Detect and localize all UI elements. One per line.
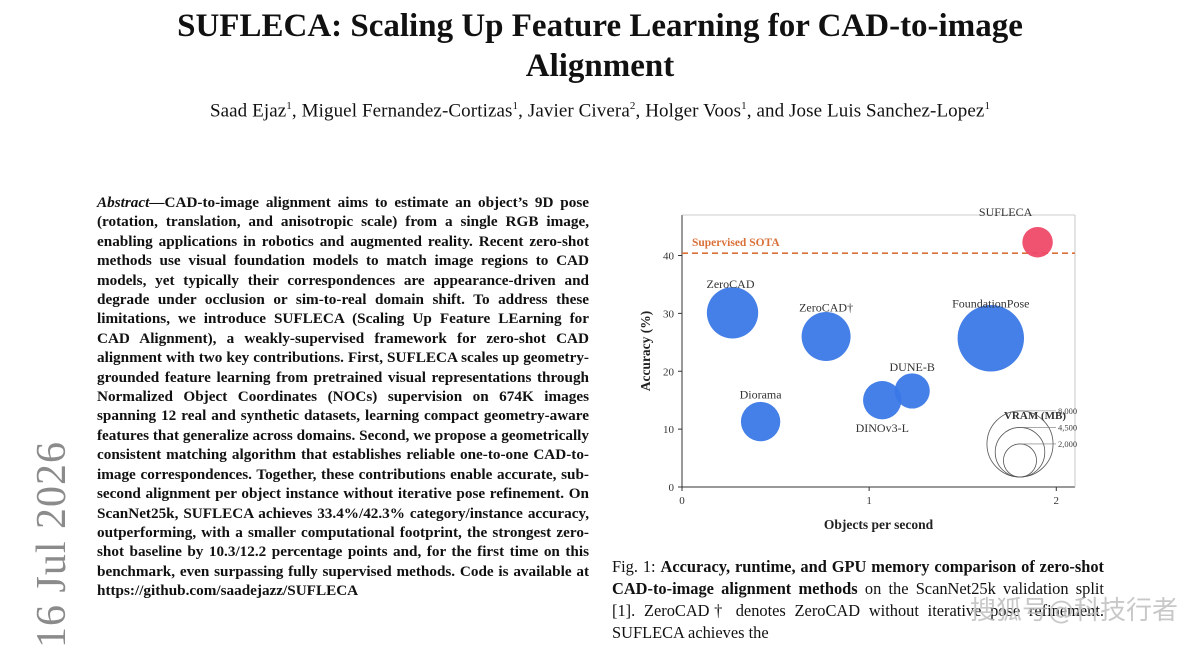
x-axis-title: Objects per second: [824, 517, 934, 532]
point-dinov3-l: [863, 381, 902, 420]
point-sufleca: [1022, 226, 1053, 258]
y-tick-label: 20: [663, 366, 675, 378]
point-zerocad-: [801, 312, 851, 362]
caption-label: Fig. 1:: [612, 557, 656, 576]
point-label-dune-b: DUNE-B: [890, 360, 935, 374]
size-legend-circle: [994, 427, 1046, 478]
paper-title: SUFLECA: Scaling Up Feature Learning for…: [177, 8, 1023, 84]
author-affiliation: 1: [741, 100, 747, 112]
author-name: Javier Civera: [527, 100, 630, 122]
watermark: 搜狐号@科技行者: [969, 596, 1178, 626]
point-label-foundationpose: FoundationPose: [952, 296, 1029, 310]
author-list: Saad Ejaz1, Miguel Fernandez-Cortizas1, …: [209, 100, 991, 122]
point-label-dinov3-l: DINOv3-L: [856, 421, 909, 435]
size-legend-value: 8,000: [1058, 406, 1077, 416]
point-label-zerocad: ZeroCAD: [707, 277, 755, 291]
point-dune-b: [894, 373, 930, 409]
x-tick-label: 0: [679, 495, 685, 507]
y-tick-label: 0: [669, 482, 675, 494]
point-zerocad: [706, 287, 759, 339]
y-tick-label: 40: [663, 251, 675, 263]
x-tick-label: 1: [866, 495, 872, 507]
point-label-sufleca: SUFLECA: [979, 205, 1033, 219]
author-name: Saad Ejaz: [209, 100, 287, 122]
caption-bold: Accuracy, runtime, and GPU memory compar…: [612, 557, 1105, 598]
author-affiliation: 1: [512, 100, 519, 112]
author-name: Holger Voos: [645, 100, 742, 122]
size-legend-value: 2,000: [1058, 439, 1077, 449]
author-name: Miguel Fernandez-Cortizas: [301, 100, 513, 122]
author-affiliation: 1: [286, 100, 292, 112]
author-affiliation: 2: [629, 100, 636, 112]
point-foundationpose: [957, 305, 1025, 372]
point-diorama: [740, 401, 781, 442]
size-legend-circle: [1003, 443, 1037, 478]
abstract-body: CAD-to-image alignment aims to estimate …: [97, 194, 589, 600]
x-tick-label: 2: [1054, 495, 1060, 507]
supervised-sota-label: Supervised SOTA: [692, 237, 780, 249]
scatter-chart: 0 10 20 30 40 0 1 2 Objects per second Accuracy (…: [638, 205, 1077, 532]
figure-caption: Fig. 1: Accuracy, runtime, and GPU memor…: [612, 556, 1104, 644]
y-tick-label: 30: [663, 308, 675, 320]
caption-rest: on the ScanNet25k validation split [1]. …: [612, 579, 1104, 642]
abstract: Abstract—CAD-to-image alignment aims to …: [97, 193, 589, 601]
size-legend-title: VRAM (MB): [1004, 410, 1066, 422]
arxiv-date-stamp: 16 Jul 2026: [29, 440, 75, 648]
y-tick-label: 10: [663, 424, 675, 436]
figure-1: 0 10 20 30 40 0 1 2 Objects per second Accuracy (…: [612, 200, 1102, 535]
point-label-diorama: Diorama: [740, 388, 783, 402]
point-label-zerocad-: ZeroCAD†: [799, 301, 853, 315]
author-name: and Jose Luis Sanchez-Lopez: [756, 100, 985, 122]
size-legend-value: 4,500: [1058, 422, 1077, 432]
abstract-lead: Abstract—: [97, 194, 165, 211]
y-axis-title: Accuracy (%): [638, 311, 653, 392]
author-affiliation: 1: [984, 100, 991, 112]
